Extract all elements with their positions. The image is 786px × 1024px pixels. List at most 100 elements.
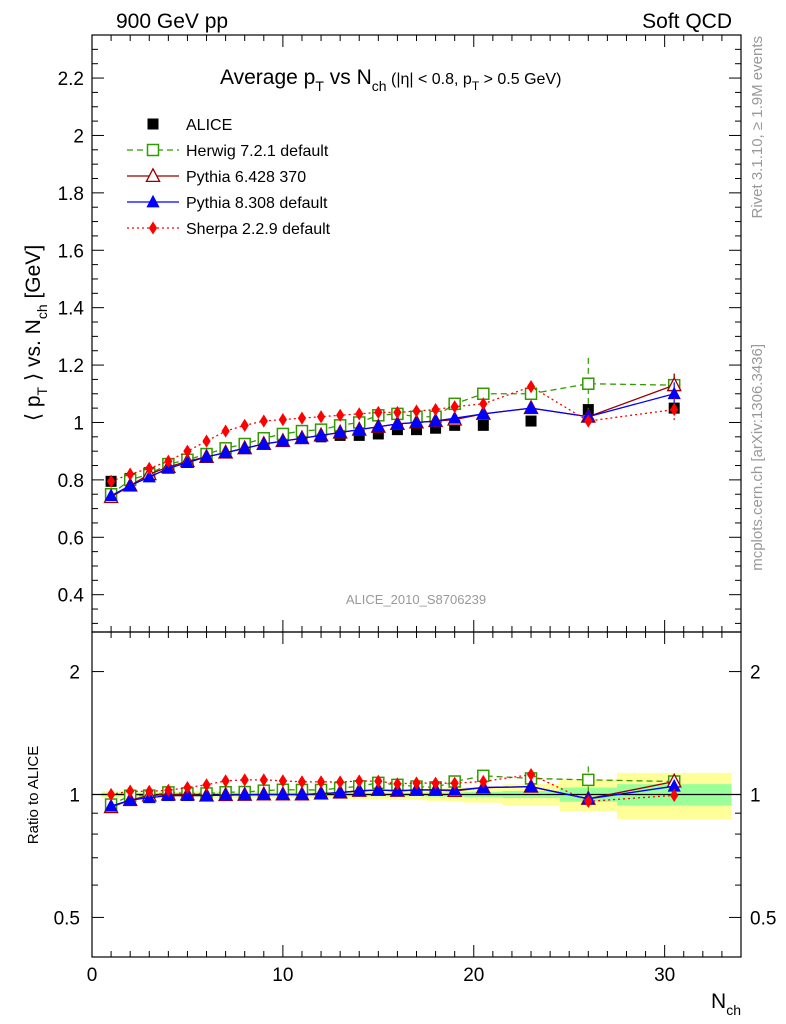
- legend-label: ALICE: [186, 117, 232, 134]
- ratio-y-tick-label-right: 2: [750, 663, 761, 684]
- main-data-series: [103, 357, 682, 504]
- series-line: [110, 383, 675, 495]
- series-line: [110, 384, 675, 498]
- ratio-data-point: [164, 783, 173, 797]
- data-point: [278, 413, 288, 427]
- data-point: [199, 449, 214, 463]
- main-y-tick-label: 1.2: [58, 356, 84, 377]
- ratio-data-point: [180, 788, 195, 801]
- legend-marker: [146, 194, 160, 208]
- legend-label: Herwig 7.2.1 default: [186, 143, 329, 160]
- ratio-data-point: [393, 777, 402, 791]
- ratio-y-tick-label-left: 0.5: [54, 908, 80, 929]
- data-point: [477, 419, 489, 431]
- data-point: [257, 436, 271, 450]
- data-point: [393, 405, 402, 420]
- data-point: [297, 411, 307, 425]
- data-point: [164, 454, 173, 468]
- title-sub-1: T: [315, 78, 324, 94]
- ratio-data-point: [259, 773, 268, 787]
- ylabel-sub-1: T: [34, 386, 50, 395]
- title-sub-3: T: [472, 79, 480, 93]
- title-part-1: Average p: [220, 66, 315, 89]
- data-point: [142, 469, 156, 483]
- ratio-data-point: [199, 788, 214, 801]
- x-tick-label: 0: [87, 965, 98, 986]
- ratio-data-point: [374, 774, 383, 788]
- data-point: [123, 478, 137, 492]
- data-point: [430, 422, 442, 434]
- data-point: [374, 405, 383, 420]
- ylabel-sub-2: ch: [34, 304, 50, 319]
- rivet-side-text: Rivet 3.1.10, ≥ 1.9M events: [749, 36, 766, 219]
- legend: ALICE Herwig 7.2.1 default Pythia 6.428 37…: [127, 117, 331, 238]
- ratio-data-point: [582, 773, 595, 787]
- ratio-data-point: [219, 787, 233, 801]
- data-point: [145, 461, 154, 475]
- ratio-y-tick-label-right: 1: [750, 786, 761, 807]
- ratio-y-tick-label-left: 2: [69, 663, 80, 684]
- main-y-tick-label: 0.4: [58, 586, 85, 607]
- main-y-tick-label: 1.8: [58, 184, 84, 205]
- legend-marker: [145, 167, 161, 183]
- ratio-data-point: [355, 774, 364, 788]
- ratio-y-axis-label: Ratio to ALICE: [25, 746, 42, 844]
- data-point: [409, 415, 424, 428]
- main-y-tick-label: 2: [73, 126, 84, 147]
- data-point: [104, 488, 118, 502]
- ratio-data-point: [450, 776, 459, 790]
- data-point: [355, 407, 364, 421]
- ratio-data-point: [104, 798, 118, 812]
- ratio-data-point: [526, 767, 536, 782]
- ratio-data-point: [431, 776, 440, 790]
- data-point: [336, 408, 345, 422]
- data-point: [582, 377, 595, 390]
- data-point: [314, 428, 328, 441]
- series-line: [110, 385, 675, 482]
- ylabel-part-2: ⟩ vs. N: [22, 319, 45, 387]
- main-title: Average pT vs Nch (|η| < 0.8, pT > 0.5 G…: [220, 66, 561, 94]
- x-tick-labels: 0 10 20 30: [87, 965, 676, 986]
- ratio-frame: [91, 631, 742, 958]
- data-point: [295, 431, 309, 444]
- ratio-data-point: [314, 786, 328, 800]
- main-y-tick-label: 0.8: [58, 471, 84, 492]
- ratio-data-point: [412, 776, 421, 790]
- data-point: [670, 402, 679, 417]
- main-panel: 0.4 0.6 0.8 1 1.2 1.4 1.6 1.8 2 2.2: [58, 34, 742, 633]
- ratio-series-3: [106, 767, 679, 808]
- data-point: [202, 434, 211, 448]
- data-point: [431, 402, 440, 417]
- main-y-tick-labels: 0.4 0.6 0.8 1 1.2 1.4 1.6 1.8 2 2.2: [58, 69, 85, 607]
- series-4: [106, 379, 679, 488]
- ratio-series-2: [104, 778, 681, 812]
- ratio-data-point: [333, 785, 347, 798]
- data-point: [411, 424, 422, 436]
- xlabel-part-1: N: [711, 990, 726, 1013]
- data-point: [240, 418, 249, 432]
- legend-marker: [147, 118, 159, 130]
- legend-label: Pythia 8.308 default: [186, 195, 328, 212]
- ratio-data-point: [584, 794, 593, 808]
- main-y-tick-label: 1: [73, 413, 84, 434]
- data-point: [276, 433, 290, 447]
- ratio-y-tick-label-right: 0.5: [750, 908, 776, 929]
- ratio-data-point: [221, 774, 230, 788]
- legend-marker: [146, 143, 160, 157]
- data-point: [667, 386, 681, 400]
- ratio-data-point: [336, 775, 345, 789]
- ratio-data-point: [524, 779, 538, 793]
- ratio-data-point: [183, 780, 192, 795]
- header-right-label: Soft QCD: [642, 10, 732, 33]
- header-left-label: 900 GeV pp: [116, 10, 228, 33]
- ratio-panel: 0.5 0.5 1 1 2 2 0 10 20 30: [54, 631, 776, 986]
- data-point: [371, 419, 385, 433]
- x-axis-label: Nch: [711, 990, 741, 1018]
- ratio-data-point: [126, 784, 135, 798]
- ratio-data-point: [667, 778, 681, 792]
- data-point: [316, 410, 326, 424]
- mcplots-side-text: mcplots.cern.ch [arXiv:1306.3436]: [749, 344, 766, 571]
- data-point: [333, 425, 347, 438]
- data-point: [450, 400, 459, 414]
